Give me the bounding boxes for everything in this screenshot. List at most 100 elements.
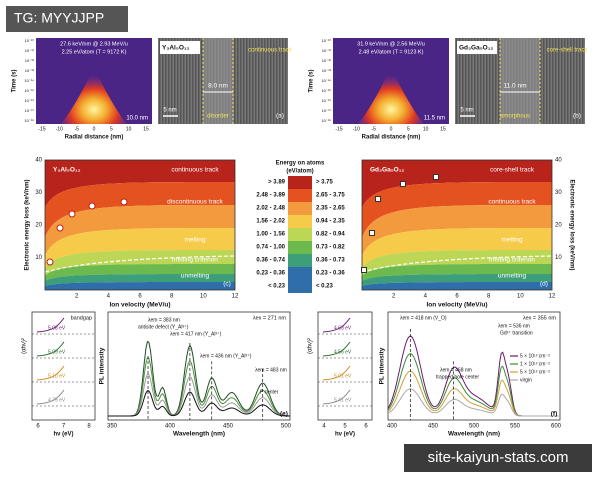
peak-label: λem = 436 nm (Y_Al³⁺) <box>200 353 252 359</box>
legend-label: > 3.75 <box>316 180 334 186</box>
x-tick-label: 5 <box>343 424 347 430</box>
y-axis-label: (αhν)² <box>308 338 314 354</box>
x-tick-label: 12 <box>232 294 239 300</box>
legend-swatch <box>288 176 312 189</box>
legend-label: 0.36 - 0.73 <box>316 258 345 264</box>
region <box>362 264 552 281</box>
badge: TG: MYYJJPP <box>14 10 104 26</box>
region <box>45 250 235 276</box>
y-tick-label: 10⁻¹⁸ <box>24 118 34 123</box>
region-label: melting <box>185 237 206 244</box>
y-tick-label: 10⁻¹⁸ <box>321 118 331 123</box>
absorption <box>36 341 65 357</box>
y-tick-label: 10 <box>35 255 42 261</box>
legend-label: 0.23 - 0.36 <box>256 271 285 277</box>
x-tick-label: -5 <box>371 126 376 132</box>
legend-swatch <box>288 241 312 254</box>
legend-label: 2.35 - 2.65 <box>316 206 345 212</box>
legend-label: < 0.23 <box>268 284 286 290</box>
scale-label: 5 nm <box>163 108 176 114</box>
absorption <box>322 389 351 405</box>
material-label: Y₃Al₅O₁₂ <box>162 45 190 52</box>
y-axis-label: Time (s) <box>309 70 315 93</box>
x-axis-label: Wavelength (nm) <box>173 431 225 438</box>
y-tick-label: 10⁻¹² <box>25 58 35 63</box>
phase-label: amorphous <box>500 114 530 120</box>
y-tick-label: 30 <box>555 190 562 196</box>
x-tick-label: 6 <box>36 424 40 430</box>
legend-label: 5 × 10¹³ cm⁻² <box>520 353 550 359</box>
peak-label: λem = 536 nm <box>498 323 530 329</box>
x-tick-label: 4 <box>424 294 428 300</box>
gap-label: 4.63 eV <box>334 325 352 331</box>
region-label: discontinuous track <box>167 199 223 206</box>
x-tick-label: 10 <box>200 294 207 300</box>
y-axis-label: PL intensity <box>99 347 106 384</box>
absorption <box>36 389 65 405</box>
x-tick-label: 4 <box>107 294 111 300</box>
x-tick-label: -5 <box>74 126 79 132</box>
x-tick-label: 0 <box>93 126 96 132</box>
y-tick-label: 20 <box>35 223 42 229</box>
region-label: unmelting <box>181 273 210 280</box>
x-tick-label: 7 <box>62 424 66 430</box>
x-tick-label: -10 <box>56 126 63 132</box>
x-axis-label: Radial distance (nm) <box>65 135 124 141</box>
x-tick-label: -10 <box>353 126 360 132</box>
marker <box>361 267 367 273</box>
legend-title: Energy on atoms <box>276 161 325 167</box>
region-label: unmelting <box>498 273 527 280</box>
x-tick-label: 550 <box>510 424 521 430</box>
y-tick-label: 10⁻¹⁴ <box>24 78 34 83</box>
region <box>362 182 552 238</box>
legend-label: 2.02 - 2.48 <box>256 206 285 212</box>
marker <box>56 224 64 232</box>
material-box <box>160 41 200 54</box>
panel-tag: (a) <box>276 113 284 120</box>
peak-label: λem = 417 nm (Y_Al³⁺) <box>170 331 222 337</box>
gap-label: 5.10 eV <box>48 373 66 379</box>
peak-label: antisite defect (Y_Al³⁺) <box>138 324 189 330</box>
gap-label: 5.41 eV <box>334 397 352 403</box>
legend-label: 0.82 - 0.94 <box>316 232 345 238</box>
region <box>362 250 552 276</box>
x-tick-label: 10 <box>423 126 429 132</box>
legend-label: 1.56 - 2.02 <box>256 219 285 225</box>
inset-frame <box>317 311 373 421</box>
x-axis-label: Ion velocity (MeV/u) <box>109 302 170 309</box>
x-tick-label: 4 <box>322 424 326 430</box>
material-label: Gd₃Ga₅O₁₂ <box>459 45 493 52</box>
region <box>362 205 552 256</box>
y-tick-label: 10⁻¹⁷ <box>322 108 332 113</box>
radius-label: 10.0 nm <box>126 116 148 122</box>
legend-swatch <box>288 267 312 280</box>
legend-label: < 0.23 <box>316 284 334 290</box>
watermark: site-kaiyun-stats.com <box>428 449 569 466</box>
y-tick-label: 10⁻¹⁵ <box>321 88 331 93</box>
y-tick-label: 10⁻¹⁴ <box>321 78 331 83</box>
panel-tag: (f) <box>551 411 558 418</box>
gap-label: 4.56 eV <box>334 349 352 355</box>
legend-swatch <box>288 280 312 293</box>
x-tick-label: 2 <box>392 294 396 300</box>
melting-criterion <box>44 255 236 273</box>
region-label: core-shell track <box>490 167 535 174</box>
y-axis-label: (αhν)² <box>22 338 28 354</box>
y-axis-label: Electronic energy loss (keV/nm) <box>25 179 31 270</box>
y-tick-label: 10⁻¹⁷ <box>25 108 35 113</box>
phase-label: disorder <box>207 114 229 120</box>
x-tick-label: 450 <box>428 424 439 430</box>
spectrum <box>387 388 560 417</box>
marker <box>120 198 128 206</box>
panel-tag: (b) <box>573 113 581 120</box>
y-tick-label: 10⁻¹⁰ <box>25 38 35 43</box>
x-axis-label: Radial distance (nm) <box>362 135 421 141</box>
absorption <box>36 365 65 381</box>
track-heat <box>60 66 128 124</box>
track-band <box>500 38 540 124</box>
panel-tag: (c) <box>223 281 231 288</box>
x-tick-label: 6 <box>138 294 142 300</box>
x-tick-label: 8 <box>487 294 491 300</box>
legend-label: 1 × 10¹³ cm⁻² <box>520 361 550 367</box>
material-label: Gd₃Ga₅O₁₂ <box>370 167 404 174</box>
